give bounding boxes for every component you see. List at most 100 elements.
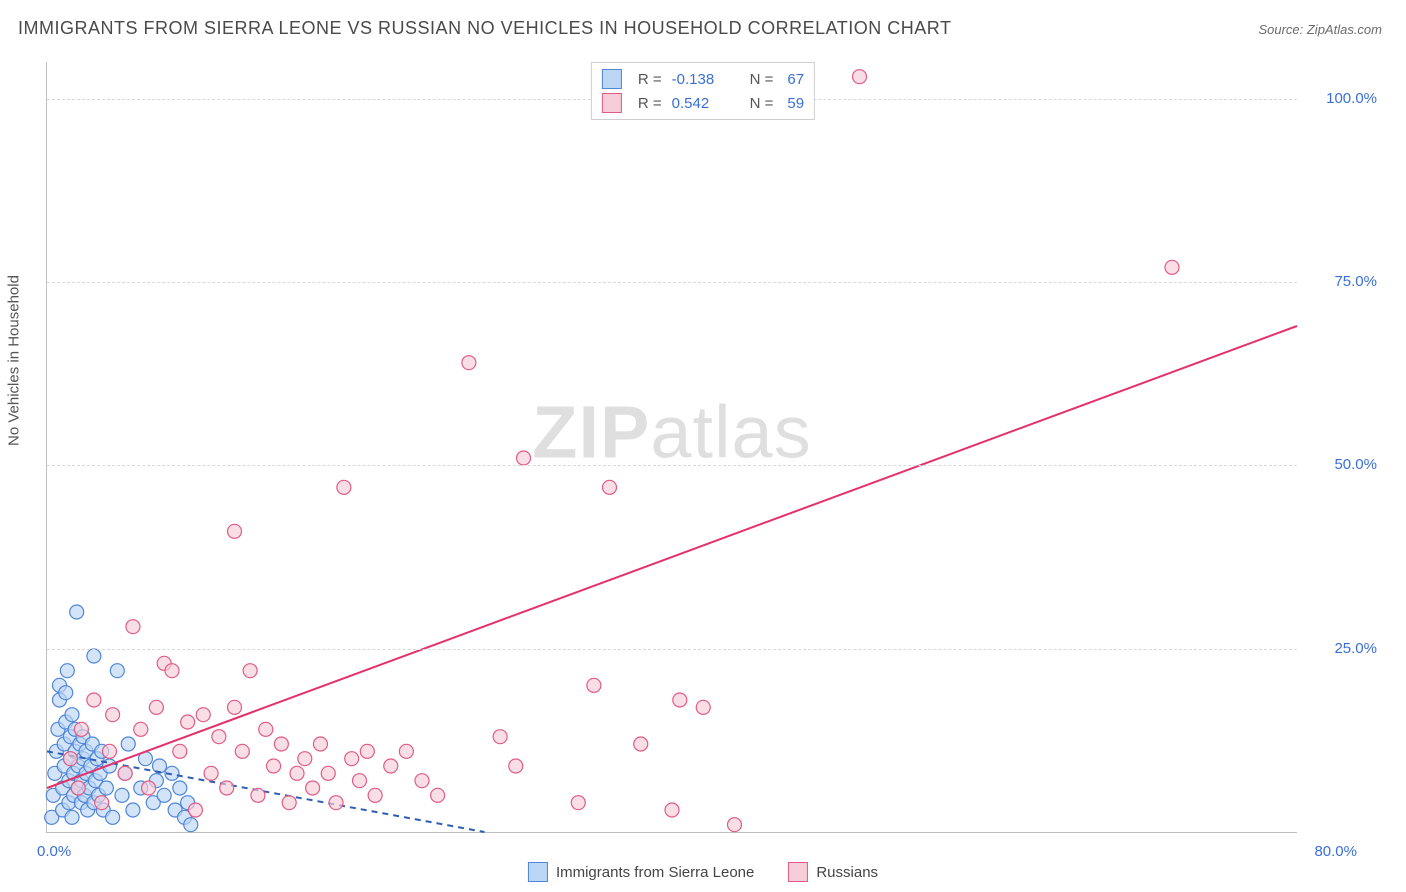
data-point-russian bbox=[181, 715, 195, 729]
n-label: N = bbox=[750, 95, 774, 112]
data-point-russian bbox=[345, 752, 359, 766]
data-point-russian bbox=[321, 766, 335, 780]
series-legend: Immigrants from Sierra Leone Russians bbox=[528, 862, 878, 882]
y-tick-label: 100.0% bbox=[1307, 90, 1377, 107]
data-point-russian bbox=[274, 737, 288, 751]
source-prefix: Source: bbox=[1258, 22, 1306, 37]
data-point-russian bbox=[134, 722, 148, 736]
data-point-russian bbox=[142, 781, 156, 795]
data-point-russian bbox=[353, 774, 367, 788]
data-point-russian bbox=[673, 693, 687, 707]
data-point-russian bbox=[415, 774, 429, 788]
data-point-russian bbox=[290, 766, 304, 780]
data-point-russian bbox=[509, 759, 523, 773]
data-point-russian bbox=[493, 730, 507, 744]
data-point-russian bbox=[399, 744, 413, 758]
data-point-sierra bbox=[99, 781, 113, 795]
y-tick-label: 25.0% bbox=[1307, 640, 1377, 657]
data-point-russian bbox=[235, 744, 249, 758]
data-point-russian bbox=[634, 737, 648, 751]
r-label: R = bbox=[638, 95, 662, 112]
gridline bbox=[47, 465, 1297, 466]
data-point-russian bbox=[329, 796, 343, 810]
y-tick-label: 50.0% bbox=[1307, 456, 1377, 473]
data-point-russian bbox=[196, 708, 210, 722]
data-point-sierra bbox=[126, 803, 140, 817]
data-point-sierra bbox=[65, 708, 79, 722]
data-point-russian bbox=[853, 70, 867, 84]
data-point-russian bbox=[431, 788, 445, 802]
y-axis-label: No Vehicles in Household bbox=[6, 275, 23, 446]
data-point-russian bbox=[118, 766, 132, 780]
trend-line-russian bbox=[47, 326, 1297, 788]
data-point-russian bbox=[368, 788, 382, 802]
data-point-russian bbox=[220, 781, 234, 795]
r-label: R = bbox=[638, 71, 662, 88]
data-point-russian bbox=[74, 722, 88, 736]
data-point-russian bbox=[71, 781, 85, 795]
data-point-russian bbox=[282, 796, 296, 810]
data-point-russian bbox=[517, 451, 531, 465]
data-point-sierra bbox=[121, 737, 135, 751]
data-point-russian bbox=[188, 803, 202, 817]
correlation-legend: R = -0.138N =67R = 0.542N =59 bbox=[591, 62, 815, 120]
data-point-russian bbox=[298, 752, 312, 766]
data-point-russian bbox=[665, 803, 679, 817]
legend-swatch-sierra bbox=[602, 69, 622, 89]
data-point-russian bbox=[313, 737, 327, 751]
data-point-russian bbox=[251, 788, 265, 802]
data-point-russian bbox=[337, 480, 351, 494]
gridline bbox=[47, 649, 1297, 650]
r-value-russian: 0.542 bbox=[672, 95, 726, 112]
data-point-sierra bbox=[153, 759, 167, 773]
data-point-russian bbox=[204, 766, 218, 780]
data-point-russian bbox=[228, 524, 242, 538]
n-label: N = bbox=[750, 71, 774, 88]
data-point-sierra bbox=[184, 818, 198, 832]
data-point-sierra bbox=[106, 810, 120, 824]
data-point-russian bbox=[728, 818, 742, 832]
data-point-russian bbox=[462, 356, 476, 370]
scatter-svg bbox=[47, 62, 1297, 832]
data-point-sierra bbox=[173, 781, 187, 795]
data-point-sierra bbox=[157, 788, 171, 802]
legend-row-russian: R = 0.542 N = 59 bbox=[602, 91, 804, 115]
n-value-russian: 59 bbox=[787, 95, 804, 112]
legend-swatch bbox=[528, 862, 548, 882]
legend-item-russian: Russians bbox=[788, 862, 878, 882]
data-point-russian bbox=[106, 708, 120, 722]
gridline bbox=[47, 282, 1297, 283]
legend-label: Immigrants from Sierra Leone bbox=[556, 864, 754, 881]
data-point-russian bbox=[103, 744, 117, 758]
source-link[interactable]: ZipAtlas.com bbox=[1307, 22, 1382, 37]
data-point-russian bbox=[384, 759, 398, 773]
data-point-russian bbox=[587, 678, 601, 692]
data-point-russian bbox=[87, 693, 101, 707]
legend-row-sierra: R = -0.138N =67 bbox=[602, 67, 804, 91]
data-point-russian bbox=[149, 700, 163, 714]
data-point-russian bbox=[267, 759, 281, 773]
y-tick-label: 75.0% bbox=[1307, 273, 1377, 290]
data-point-sierra bbox=[59, 686, 73, 700]
data-point-russian bbox=[571, 796, 585, 810]
data-point-russian bbox=[212, 730, 226, 744]
data-point-russian bbox=[243, 664, 257, 678]
n-value-sierra: 67 bbox=[787, 71, 804, 88]
data-point-russian bbox=[696, 700, 710, 714]
x-tick-label: 80.0% bbox=[1297, 843, 1357, 860]
source-attribution: Source: ZipAtlas.com bbox=[1258, 22, 1382, 37]
data-point-russian bbox=[1165, 260, 1179, 274]
legend-label: Russians bbox=[816, 864, 878, 881]
data-point-russian bbox=[259, 722, 273, 736]
data-point-russian bbox=[306, 781, 320, 795]
data-point-russian bbox=[165, 664, 179, 678]
data-point-russian bbox=[126, 620, 140, 634]
data-point-russian bbox=[228, 700, 242, 714]
x-tick-label: 0.0% bbox=[37, 843, 71, 860]
data-point-russian bbox=[360, 744, 374, 758]
legend-swatch bbox=[788, 862, 808, 882]
data-point-russian bbox=[95, 796, 109, 810]
data-point-sierra bbox=[110, 664, 124, 678]
data-point-russian bbox=[63, 752, 77, 766]
data-point-sierra bbox=[65, 810, 79, 824]
